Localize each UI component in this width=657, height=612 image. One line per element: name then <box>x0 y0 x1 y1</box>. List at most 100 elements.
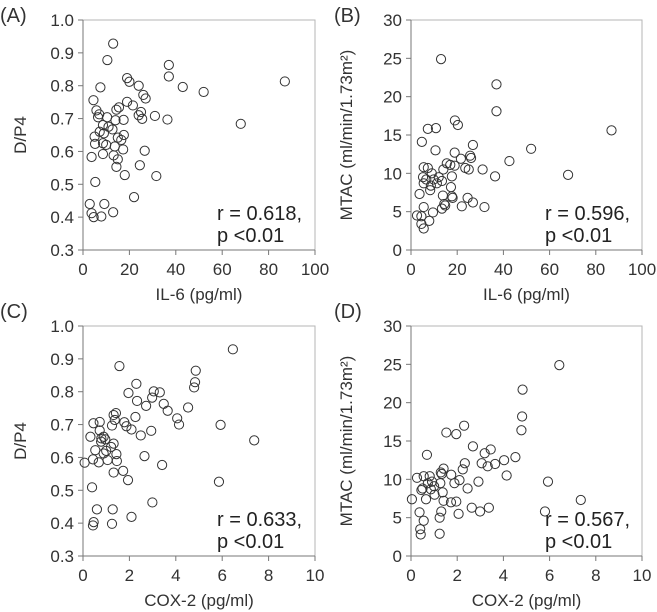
x-axis-label: IL-6 (pg/ml) <box>156 285 243 304</box>
x-tick-label: 8 <box>591 566 600 585</box>
data-point <box>451 429 462 440</box>
data-point <box>425 185 436 196</box>
data-point <box>420 494 432 505</box>
data-point <box>498 455 510 466</box>
data-point <box>454 475 465 486</box>
data-point <box>189 377 201 388</box>
data-point <box>173 419 185 430</box>
data-point <box>473 476 484 487</box>
x-tick-label: 4 <box>499 566 508 585</box>
y-tick-label: 0.8 <box>50 383 74 402</box>
y-tick-label: 20 <box>383 88 402 107</box>
data-point <box>163 59 174 71</box>
data-point <box>126 424 137 435</box>
data-point <box>429 489 440 500</box>
data-point <box>114 360 125 372</box>
y-tick-label: 0.7 <box>50 110 74 129</box>
data-point <box>94 416 105 428</box>
data-point <box>418 162 429 173</box>
data-point <box>97 120 109 131</box>
data-point <box>111 455 122 467</box>
x-tick-label: 8 <box>264 566 273 585</box>
data-point <box>491 79 502 90</box>
data-point <box>147 497 158 508</box>
data-point <box>140 93 151 104</box>
data-point <box>111 104 122 115</box>
data-point <box>434 512 445 523</box>
data-point <box>86 151 97 163</box>
data-point <box>482 461 493 472</box>
y-tick-label: 0.9 <box>50 44 74 63</box>
data-point <box>479 448 490 459</box>
correlation-r: r = 0.567, <box>545 509 630 531</box>
data-point <box>501 470 512 481</box>
correlation-r: r = 0.596, <box>545 203 630 225</box>
x-tick-label: 2 <box>125 566 134 585</box>
data-point <box>453 508 464 519</box>
data-point <box>122 475 134 486</box>
data-point <box>85 431 96 442</box>
data-point <box>510 452 521 463</box>
data-point <box>109 414 120 426</box>
data-point <box>138 89 149 101</box>
data-point <box>121 73 133 84</box>
panel-label: (B) <box>334 5 361 27</box>
data-point <box>426 476 438 487</box>
data-point <box>134 160 145 171</box>
data-point <box>451 496 462 507</box>
data-point <box>435 478 446 489</box>
y-tick-label: 10 <box>383 470 402 489</box>
data-point <box>431 178 442 189</box>
data-point <box>411 472 423 483</box>
x-tick-label: 20 <box>120 260 139 279</box>
data-point <box>437 487 448 498</box>
x-tick-label: 0 <box>406 566 415 585</box>
data-point <box>415 524 426 535</box>
data-point <box>449 478 460 489</box>
data-point <box>435 54 447 65</box>
data-point <box>457 464 468 475</box>
p-value: p <0.01 <box>545 225 612 247</box>
data-point <box>452 119 463 131</box>
data-point <box>157 459 168 471</box>
data-point <box>411 210 423 221</box>
data-point <box>424 471 435 482</box>
data-point <box>98 431 109 442</box>
data-point <box>90 176 101 188</box>
data-point <box>447 192 458 203</box>
y-tick-label: 15 <box>383 432 402 451</box>
data-point <box>108 409 119 421</box>
data-point <box>107 504 118 515</box>
data-point <box>88 517 99 528</box>
data-point <box>124 76 135 87</box>
x-tick-label: 20 <box>448 260 467 279</box>
data-point <box>102 54 113 66</box>
data-point <box>249 435 260 446</box>
data-point <box>438 495 449 506</box>
data-point <box>562 169 574 180</box>
data-point <box>526 143 537 154</box>
x-tick-label: 100 <box>628 260 656 279</box>
data-point <box>446 171 457 182</box>
data-point <box>489 458 501 470</box>
x-tick-label: 0 <box>406 260 415 279</box>
data-point <box>467 139 479 151</box>
data-point <box>449 160 460 171</box>
panel-label: (C) <box>0 301 28 323</box>
data-point <box>121 96 133 107</box>
data-point <box>422 162 433 174</box>
data-point <box>118 129 129 141</box>
data-point <box>467 197 479 208</box>
data-point <box>111 161 122 172</box>
data-point <box>434 528 445 539</box>
data-point <box>436 203 448 214</box>
p-value: p <0.01 <box>217 531 284 553</box>
y-tick-label: 25 <box>383 355 402 374</box>
y-axis-label: MTAC (ml/min/1.73m²) <box>337 356 356 527</box>
y-tick-label: 0.6 <box>50 142 74 161</box>
data-point <box>148 386 159 397</box>
data-point <box>441 427 452 438</box>
data-point <box>477 164 488 175</box>
y-tick-label: 5 <box>393 509 402 528</box>
data-point <box>554 360 565 371</box>
